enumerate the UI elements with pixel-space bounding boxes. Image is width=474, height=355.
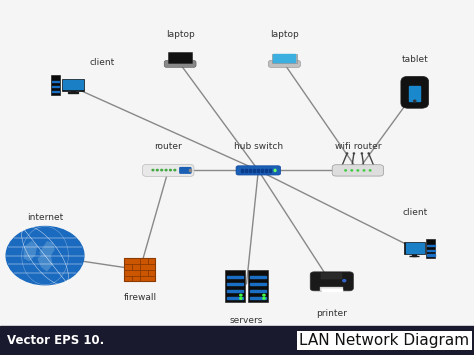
Circle shape bbox=[161, 169, 163, 171]
Bar bbox=[273, 54, 295, 62]
Bar bbox=[410, 86, 420, 101]
Circle shape bbox=[165, 169, 167, 171]
FancyBboxPatch shape bbox=[248, 270, 268, 301]
FancyBboxPatch shape bbox=[426, 239, 436, 258]
Circle shape bbox=[6, 226, 84, 285]
FancyBboxPatch shape bbox=[404, 242, 425, 255]
Circle shape bbox=[345, 170, 346, 171]
FancyBboxPatch shape bbox=[179, 167, 191, 174]
Bar bbox=[52, 81, 59, 82]
Bar bbox=[412, 254, 416, 256]
Text: router: router bbox=[155, 142, 182, 151]
Circle shape bbox=[357, 170, 359, 171]
Bar bbox=[63, 80, 82, 89]
Text: servers: servers bbox=[230, 316, 263, 325]
Bar bbox=[322, 289, 342, 291]
Bar bbox=[257, 169, 259, 172]
Bar bbox=[52, 91, 59, 92]
Circle shape bbox=[368, 153, 369, 154]
Text: hub switch: hub switch bbox=[234, 142, 283, 151]
Circle shape bbox=[274, 170, 276, 171]
Circle shape bbox=[414, 100, 416, 102]
FancyBboxPatch shape bbox=[268, 60, 301, 67]
FancyBboxPatch shape bbox=[320, 287, 343, 291]
FancyBboxPatch shape bbox=[272, 54, 297, 63]
Circle shape bbox=[346, 153, 347, 154]
FancyBboxPatch shape bbox=[143, 164, 194, 176]
Circle shape bbox=[263, 297, 265, 299]
FancyBboxPatch shape bbox=[321, 273, 342, 279]
Bar bbox=[227, 290, 243, 292]
Polygon shape bbox=[37, 241, 55, 272]
Circle shape bbox=[170, 169, 172, 171]
Bar bbox=[68, 92, 78, 93]
Text: wifi router: wifi router bbox=[335, 142, 381, 151]
Text: client: client bbox=[402, 208, 428, 217]
Bar bbox=[269, 169, 272, 172]
Text: laptop: laptop bbox=[270, 30, 299, 39]
Text: firewall: firewall bbox=[123, 293, 156, 302]
Circle shape bbox=[274, 169, 276, 170]
Bar bbox=[427, 250, 435, 251]
Bar bbox=[241, 169, 244, 172]
Text: tablet: tablet bbox=[401, 55, 428, 64]
Polygon shape bbox=[24, 241, 37, 261]
FancyBboxPatch shape bbox=[310, 272, 353, 291]
Circle shape bbox=[361, 153, 363, 154]
Circle shape bbox=[369, 170, 371, 171]
Bar bbox=[227, 276, 243, 278]
Circle shape bbox=[351, 170, 353, 171]
Circle shape bbox=[363, 170, 365, 171]
Bar bbox=[189, 169, 191, 171]
FancyBboxPatch shape bbox=[168, 53, 192, 62]
Circle shape bbox=[353, 153, 355, 154]
Bar bbox=[250, 290, 266, 292]
Circle shape bbox=[263, 294, 265, 296]
Text: laptop: laptop bbox=[166, 30, 194, 39]
FancyBboxPatch shape bbox=[236, 166, 281, 175]
FancyBboxPatch shape bbox=[125, 258, 155, 281]
Bar bbox=[245, 169, 247, 172]
FancyBboxPatch shape bbox=[225, 270, 245, 301]
Circle shape bbox=[156, 169, 158, 171]
Bar bbox=[265, 169, 267, 172]
Text: Vector EPS 10.: Vector EPS 10. bbox=[7, 334, 104, 347]
Circle shape bbox=[274, 170, 276, 171]
Bar bbox=[427, 245, 435, 246]
Bar bbox=[71, 91, 75, 92]
Bar bbox=[253, 169, 255, 172]
Circle shape bbox=[240, 297, 242, 299]
Bar bbox=[249, 169, 252, 172]
FancyBboxPatch shape bbox=[51, 75, 60, 95]
Circle shape bbox=[174, 169, 176, 171]
Bar bbox=[427, 255, 435, 256]
Bar bbox=[261, 169, 264, 172]
Bar bbox=[0, 326, 474, 355]
Bar bbox=[250, 276, 266, 278]
Circle shape bbox=[152, 169, 154, 171]
Text: client: client bbox=[89, 59, 115, 67]
Bar bbox=[227, 283, 243, 285]
Bar bbox=[250, 283, 266, 285]
FancyBboxPatch shape bbox=[332, 165, 383, 176]
FancyBboxPatch shape bbox=[62, 79, 84, 91]
Text: LAN Network Diagram: LAN Network Diagram bbox=[299, 333, 469, 348]
Bar bbox=[227, 297, 243, 299]
Bar bbox=[169, 54, 191, 62]
Bar bbox=[406, 243, 424, 253]
Text: printer: printer bbox=[316, 309, 347, 318]
FancyBboxPatch shape bbox=[164, 60, 196, 67]
FancyBboxPatch shape bbox=[401, 76, 428, 108]
Circle shape bbox=[240, 294, 242, 296]
Circle shape bbox=[343, 280, 346, 282]
Bar bbox=[52, 86, 59, 87]
Bar bbox=[250, 297, 266, 299]
Text: internet: internet bbox=[27, 213, 63, 222]
